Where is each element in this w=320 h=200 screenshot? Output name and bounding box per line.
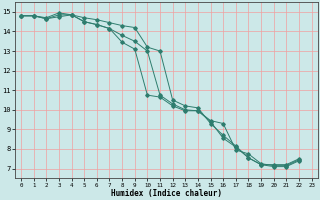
X-axis label: Humidex (Indice chaleur): Humidex (Indice chaleur)	[111, 189, 222, 198]
